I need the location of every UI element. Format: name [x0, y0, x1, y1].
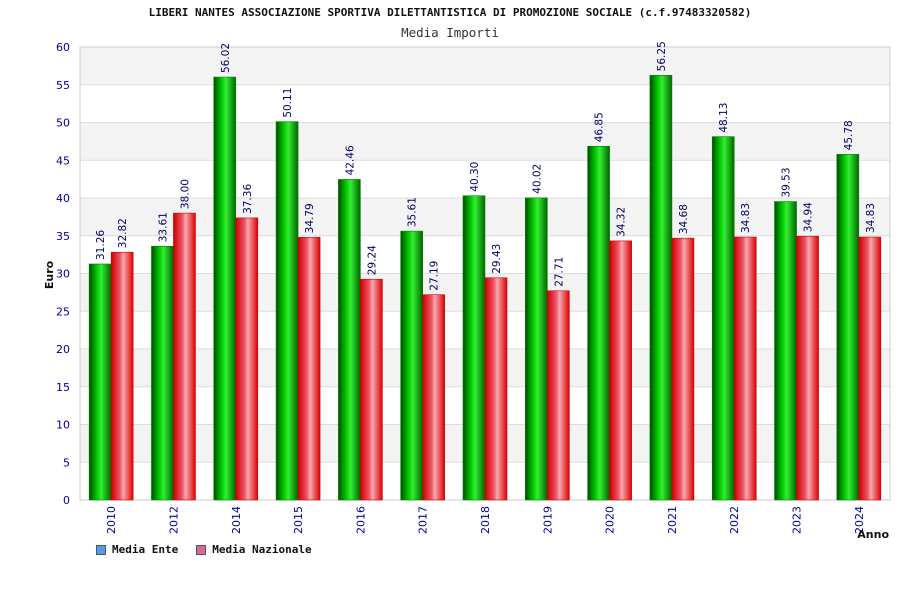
bar-nazionale	[858, 236, 882, 501]
data-label: 29.24	[366, 245, 378, 275]
data-label: 46.85	[594, 112, 606, 142]
grid-band	[80, 47, 890, 85]
bar-nazionale	[733, 236, 757, 501]
y-tick-label: 30	[56, 268, 70, 281]
x-tick-label: 2024	[853, 506, 866, 534]
y-tick-label: 10	[56, 419, 70, 432]
data-label: 56.25	[656, 41, 668, 71]
y-tick-label: 15	[56, 381, 70, 394]
y-tick-label: 35	[56, 230, 70, 243]
data-label: 34.83	[865, 203, 877, 233]
data-label: 34.32	[616, 207, 628, 237]
x-tick-label: 2018	[479, 506, 492, 534]
chart-subtitle: Media Importi	[401, 25, 499, 40]
legend-swatch	[96, 544, 106, 555]
data-label: 56.02	[220, 43, 232, 73]
grid-band	[80, 122, 890, 161]
legend-item-nazionale: Media Nazionale	[196, 543, 312, 556]
y-tick-label: 60	[56, 41, 70, 54]
bar-ente	[587, 145, 610, 501]
bar-nazionale	[173, 212, 196, 501]
legend-label: Media Ente	[112, 543, 179, 556]
data-label: 40.02	[531, 164, 543, 194]
bar-ente	[525, 197, 548, 501]
x-tick-label: 2015	[292, 506, 305, 534]
bar-nazionale	[671, 237, 695, 501]
data-label: 27.19	[429, 261, 441, 291]
data-label: 38.00	[179, 179, 191, 209]
x-tick-label: 2012	[167, 506, 180, 534]
data-label: 33.61	[157, 212, 169, 242]
data-label: 34.79	[304, 203, 316, 233]
bar-ente	[275, 121, 299, 501]
grid-band	[80, 160, 890, 198]
data-label: 39.53	[781, 167, 793, 197]
data-label: 35.61	[407, 197, 419, 227]
y-tick-label: 45	[56, 154, 70, 167]
bar-ente	[649, 75, 673, 501]
bar-ente	[400, 230, 423, 501]
data-label: 34.94	[803, 202, 815, 232]
y-tick-label: 0	[63, 494, 70, 507]
bar-nazionale	[110, 251, 134, 501]
data-label: 40.30	[469, 162, 481, 192]
data-label: 45.78	[843, 120, 855, 150]
legend: Media Ente Media Nazionale	[96, 543, 312, 556]
data-label: 27.71	[553, 257, 565, 287]
bar-ente	[213, 76, 237, 501]
bar-ente	[836, 154, 860, 501]
bar-ente	[774, 201, 797, 501]
bar-ente	[711, 136, 735, 501]
legend-label: Media Nazionale	[212, 543, 312, 556]
x-tick-label: 2019	[541, 506, 554, 534]
x-tick-label: 2016	[354, 506, 367, 534]
data-label: 42.46	[344, 145, 356, 175]
x-tick-label: 2014	[230, 506, 243, 534]
grid-band	[80, 84, 890, 123]
x-tick-label: 2022	[728, 506, 741, 534]
x-tick-label: 2020	[604, 506, 617, 534]
y-tick-label: 20	[56, 343, 70, 356]
y-axis-label: Euro	[43, 260, 56, 289]
bar-nazionale	[609, 240, 632, 501]
x-axis-label: Anno	[857, 528, 889, 541]
legend-swatch	[196, 544, 207, 555]
y-tick-label: 5	[63, 456, 70, 469]
x-tick-label: 2017	[417, 506, 430, 534]
data-label: 34.68	[678, 204, 690, 234]
data-label: 31.26	[95, 230, 107, 260]
bar-nazionale	[297, 237, 321, 501]
bar-ente	[88, 263, 112, 501]
data-label: 32.82	[117, 218, 129, 248]
bar-nazionale	[422, 294, 445, 501]
bar-nazionale	[235, 217, 259, 501]
data-label: 29.43	[491, 244, 503, 274]
x-tick-label: 2023	[791, 506, 804, 534]
y-tick-label: 50	[56, 117, 70, 130]
data-label: 34.83	[740, 203, 752, 233]
x-tick-label: 2010	[105, 506, 118, 534]
bar-nazionale	[484, 277, 508, 501]
data-label: 48.13	[718, 103, 730, 133]
x-tick-label: 2021	[666, 506, 679, 534]
bar-nazionale	[360, 278, 383, 501]
data-label: 37.36	[242, 184, 254, 214]
y-tick-label: 40	[56, 192, 70, 205]
legend-item-ente: Media Ente	[96, 543, 178, 556]
y-tick-label: 25	[56, 305, 70, 318]
bar-ente	[151, 245, 174, 501]
y-tick-label: 55	[56, 79, 70, 92]
data-label: 50.11	[282, 88, 294, 118]
bar-ente	[338, 179, 361, 501]
bar-ente	[462, 195, 486, 501]
bar-nazionale	[547, 290, 570, 501]
bar-nazionale	[796, 235, 819, 501]
chart-title: LIBERI NANTES ASSOCIAZIONE SPORTIVA DILE…	[148, 6, 752, 19]
